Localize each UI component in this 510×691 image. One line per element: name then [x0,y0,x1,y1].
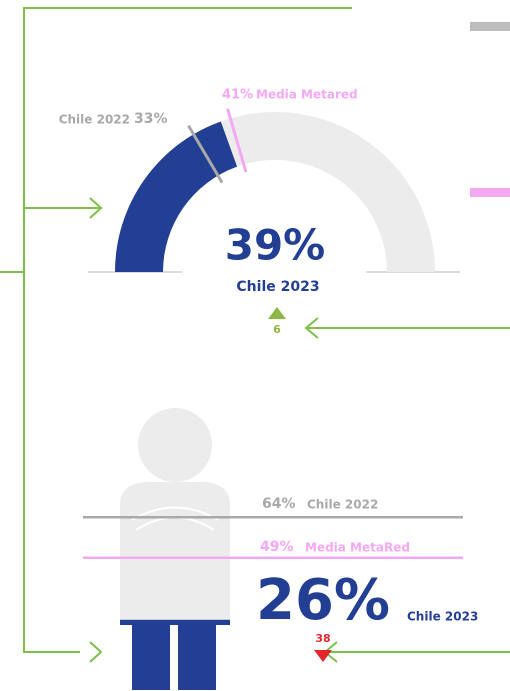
value-label: Chile 2023 [236,279,319,295]
benchmark-name: Media Metared [256,88,358,102]
value: 39% [225,221,326,270]
benchmark-value: 49% [260,539,294,555]
benchmark-value: 41% [222,88,253,103]
legend-swatch [470,22,510,31]
previous-marker [187,124,224,184]
change-value: 6 [273,323,281,336]
person-fill [120,619,230,690]
previous-name: Chile 2022 [307,498,378,512]
change-indicator [268,307,286,319]
previous-value: 33% [134,111,168,127]
frame [0,7,510,663]
value: 26% [256,568,390,633]
previous-name: Chile 2022 [59,113,130,127]
gauge-fill [115,121,238,272]
value-label: Chile 2023 [407,610,478,624]
previous-value: 64% [262,496,296,512]
change-indicator [314,650,332,662]
benchmark-marker [226,108,248,173]
benchmark-name: Media MetaRed [305,541,410,555]
legend-swatch [470,188,510,197]
change-value: 38 [315,632,330,645]
